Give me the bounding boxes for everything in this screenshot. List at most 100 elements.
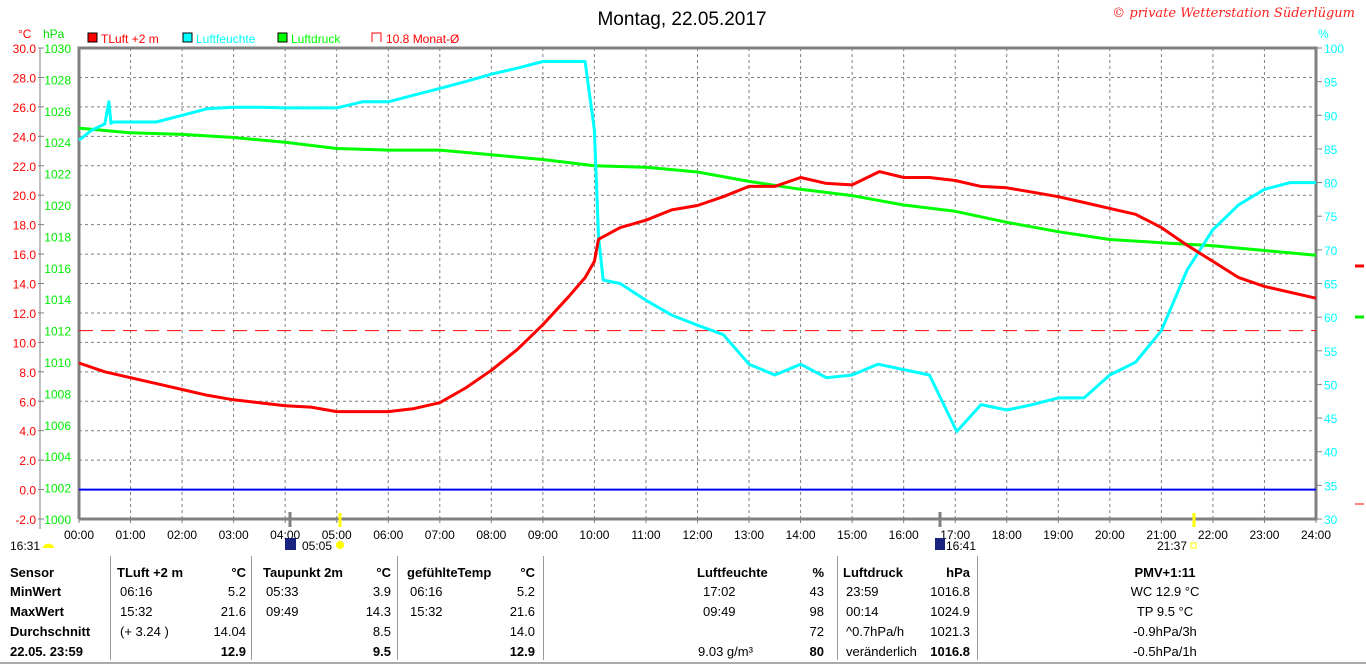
pressure-tick-label: 1014: [44, 293, 71, 307]
pressure-axis-unit: hPa: [43, 27, 65, 41]
temp-tick-label: 30.0: [13, 42, 37, 56]
druck-value: 1016.8: [930, 644, 970, 659]
pressure-tick-label: 1006: [44, 419, 71, 433]
legend-label-average: 10.8 Monat-Ø: [386, 32, 459, 46]
legend-swatch-temp: [87, 32, 98, 43]
tluft-time: 06:16: [120, 584, 153, 599]
druck-value: 1016.8: [930, 584, 970, 599]
x-tick-label: 10:00: [579, 528, 609, 542]
pmv-line: -0.5hPa/1h: [1133, 644, 1197, 659]
divider: [110, 556, 111, 660]
series-layer: [78, 60, 1317, 491]
temp-tick-label: 12.0: [13, 307, 37, 321]
x-tick-label: 21:00: [1146, 528, 1176, 542]
feuchte-time: 09:49: [703, 604, 736, 619]
sunset-icon: [1190, 542, 1197, 549]
temp-tick-label: 0.0: [19, 484, 36, 498]
sun-icon: [336, 541, 344, 549]
x-tick-label: 07:00: [425, 528, 455, 542]
tluft-value: 14.04: [213, 624, 246, 639]
legend-label-pressure: Luftdruck: [291, 32, 341, 46]
temp-tick-label: 6.0: [19, 395, 36, 409]
tluft-unit: °C: [231, 565, 246, 580]
gefuehlt-value: 12.9: [509, 644, 535, 659]
divider: [543, 556, 544, 660]
druck-time: ^0.7hPa/h: [846, 624, 905, 639]
humidity-tick-label: 65: [1324, 278, 1338, 292]
taupunkt-value: 8.5: [372, 624, 391, 639]
humidity-tick-label: 45: [1324, 412, 1338, 426]
table-bottom-border: [0, 662, 1366, 664]
humidity-tick-label: 60: [1324, 311, 1338, 325]
feuchte-value: 43: [809, 584, 824, 599]
sunrise-time-label: 05:05: [302, 539, 332, 553]
feuchte-time: 17:02: [703, 584, 736, 599]
pressure-tick-label: 1026: [44, 105, 71, 119]
pressure-tick-label: 1016: [44, 262, 71, 276]
moonset-icon: [935, 538, 945, 550]
moon-icon: [43, 543, 54, 548]
x-tick-label: 11:00: [631, 528, 660, 542]
tluft-time: (+ 3.24 ): [120, 624, 169, 639]
druck-value: 1021.3: [930, 624, 970, 639]
pressure-tick-label: 1024: [44, 136, 71, 150]
temp-tick-label: 4.0: [19, 425, 36, 439]
pmv-header: PMV+1:11: [1134, 565, 1196, 580]
plot-border: [77, 46, 1318, 521]
row-label: MinWert: [10, 584, 62, 599]
gefuehlt-value: 21.6: [509, 604, 535, 619]
gefuehlt-header: gefühlteTemp: [407, 565, 492, 580]
gefuehlt-time: 06:16: [410, 584, 443, 599]
gefuehlt-value: 5.2: [516, 584, 535, 599]
taupunkt-time: 05:33: [266, 584, 299, 599]
humidity-axis-unit: %: [1318, 27, 1329, 41]
pressure-tick-label: 1004: [44, 450, 71, 464]
pressure-tick-label: 1020: [44, 199, 71, 213]
x-tick-label: 00:00: [64, 528, 94, 542]
gefuehlt-unit: °C: [520, 565, 535, 580]
taupunkt-value: 3.9: [372, 584, 391, 599]
x-tick-label: 16:00: [889, 528, 919, 542]
x-tick-label: 19:00: [1043, 528, 1073, 542]
temp-axis-unit: °C: [18, 27, 32, 41]
temp-tick-label: 16.0: [13, 248, 37, 262]
temp-tick-label: 2.0: [19, 454, 36, 468]
feuchte-time: 9.03 g/m³: [698, 644, 753, 659]
humidity-tick-label: 35: [1324, 479, 1338, 493]
humidity-tick-label: 75: [1324, 210, 1338, 224]
series-line-pressure: [78, 126, 1317, 257]
x-tick-label: 02:00: [167, 528, 197, 542]
x-tick-label: 18:00: [992, 528, 1022, 542]
temp-tick-label: -2.0: [15, 513, 36, 527]
grid: [79, 48, 1316, 519]
x-tick-label: 17:00: [940, 528, 970, 542]
druck-value: 1024.9: [930, 604, 970, 619]
humidity-tick-label: 55: [1324, 345, 1338, 359]
series-line-temp: [78, 170, 1317, 414]
humidity-tick-label: 85: [1324, 143, 1338, 157]
humidity-tick-label: 50: [1324, 378, 1338, 392]
x-tick-label: 23:00: [1249, 528, 1279, 542]
pressure-tick-label: 1000: [44, 513, 71, 527]
x-tick-label: 12:00: [682, 528, 712, 542]
feuchte-value: 98: [809, 604, 824, 619]
humidity-tick-label: 90: [1324, 109, 1338, 123]
tluft-time: 15:32: [120, 604, 153, 619]
chart-title: Montag, 22.05.2017: [597, 9, 766, 30]
druck-unit: hPa: [946, 565, 970, 580]
feuchte-value: 72: [809, 624, 824, 639]
x-tick-label: 05:00: [322, 528, 352, 542]
pmv-line: TP 9.5 °C: [1136, 604, 1194, 619]
divider: [251, 556, 252, 660]
weather-chart: Montag, 22.05.2017 © private Wetterstati…: [10, 6, 1364, 553]
moonset-time-label: 16:41: [946, 539, 976, 553]
copyright-text: © private Wetterstation Süderlügum: [1112, 6, 1355, 21]
humidity-tick-label: 95: [1324, 76, 1338, 90]
x-tick-label: 13:00: [734, 528, 764, 542]
humidity-tick-label: 70: [1324, 244, 1338, 258]
gefuehlt-time: 15:32: [410, 604, 443, 619]
divider: [837, 556, 838, 660]
divider: [397, 556, 398, 660]
x-tick-label: 08:00: [476, 528, 506, 542]
pressure-tick-label: 1002: [44, 482, 71, 496]
